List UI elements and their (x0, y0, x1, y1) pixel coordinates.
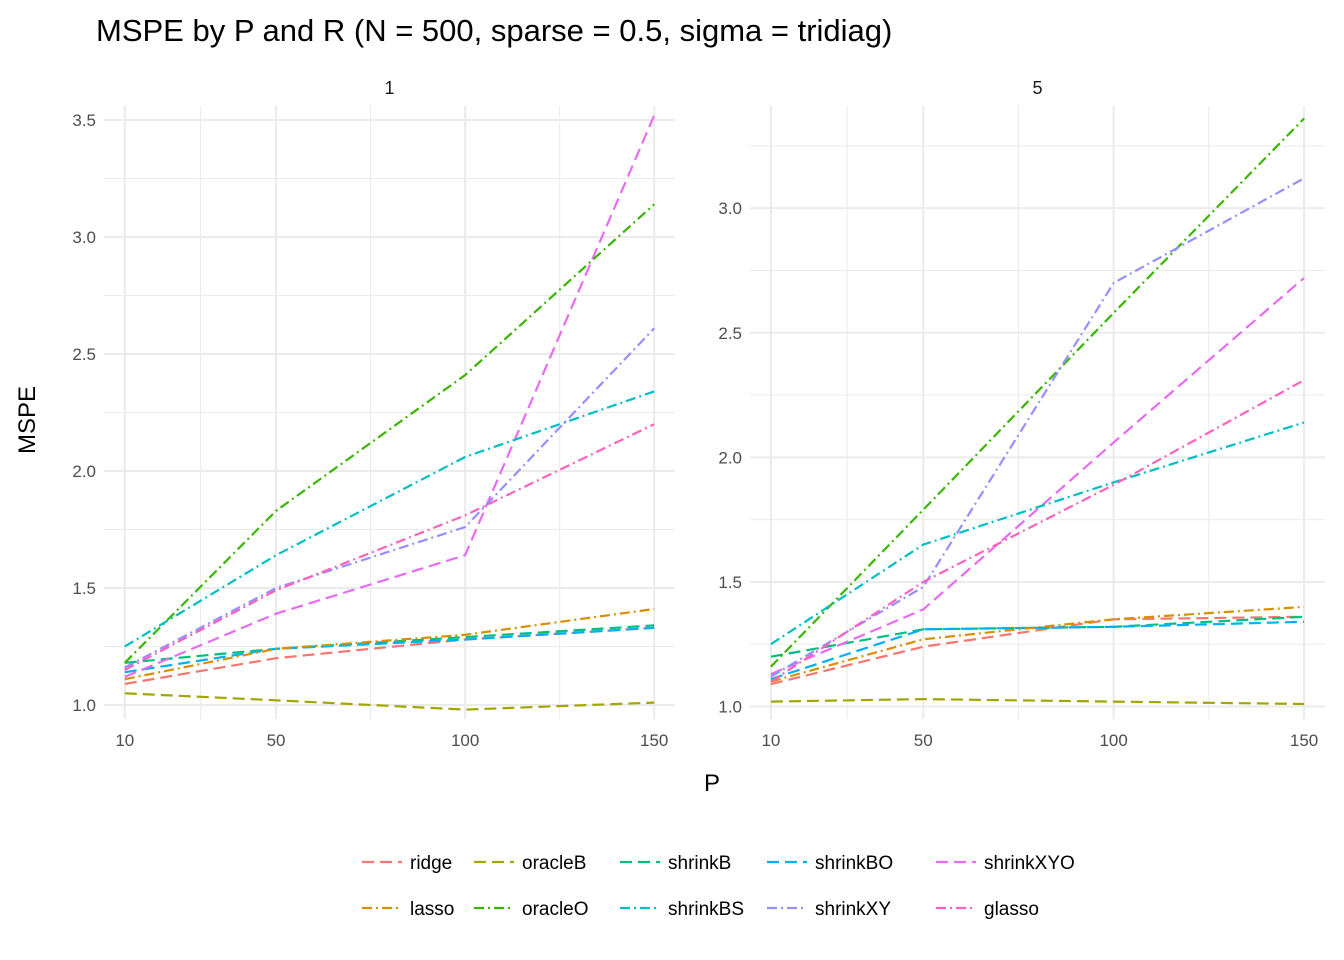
legend-item-oracleB: oracleB (474, 853, 586, 874)
series-line-oracleB (124, 692, 655, 711)
x-tick-label: 100 (451, 731, 479, 750)
series-line-shrinkXYO (770, 277, 1305, 676)
x-tick-label: 10 (761, 731, 780, 750)
series-line-shrinkB (770, 615, 1305, 658)
panel-5: 5 1.0 1.5 2.0 2.5 3.0 10 50 100 150 (718, 78, 1325, 750)
legend-item-oracleO: oracleO (474, 899, 589, 920)
x-tick-label: 150 (1290, 731, 1318, 750)
series-line-shrinkBO (124, 626, 655, 674)
legend-label: oracleB (522, 853, 586, 874)
x-tick-label: 150 (640, 731, 668, 750)
series-line-glasso (124, 423, 655, 671)
series-line-oracleO (124, 203, 655, 664)
series-line-shrinkXY (124, 327, 655, 669)
legend: ridge oracleB shrinkB shrinkBO shrinkXYO lass… (362, 853, 1075, 920)
legend-label: shrinkBO (815, 853, 893, 874)
y-tick-label: 2.5 (72, 345, 96, 364)
legend-item-shrinkB: shrinkB (620, 853, 731, 874)
legend-item-shrinkBS: shrinkBS (620, 899, 744, 920)
series-line-lasso (124, 607, 655, 681)
x-tick-label: 50 (267, 731, 286, 750)
y-tick-label: 1.5 (718, 573, 742, 592)
legend-label: ridge (410, 853, 452, 874)
series-line-shrinkBS (770, 421, 1305, 646)
legend-label: shrinkXYO (984, 853, 1075, 874)
legend-label: shrinkXY (815, 899, 891, 920)
y-tick-label: 2.0 (718, 448, 742, 467)
series-line-glasso (770, 379, 1305, 683)
legend-label: shrinkBS (668, 899, 744, 920)
y-tick-label: 3.5 (72, 111, 96, 130)
y-tick-label: 1.0 (72, 696, 96, 715)
panel-strip-label: 1 (384, 78, 394, 98)
x-tick-label: 50 (914, 731, 933, 750)
series-line-shrinkBS (124, 390, 655, 648)
series-line-ridge (770, 615, 1305, 686)
series-line-shrinkB (124, 624, 655, 664)
y-tick-label: 2.5 (718, 324, 742, 343)
legend-item-shrinkBO: shrinkBO (767, 853, 893, 874)
series-line-shrinkXYO (124, 114, 656, 678)
series-line-oracleB (770, 697, 1305, 706)
x-tick-label: 10 (115, 731, 134, 750)
legend-label: glasso (984, 899, 1039, 920)
y-tick-label: 1.5 (72, 579, 96, 598)
panel-1: 1 1.0 1.5 2.0 2.5 3.0 3.5 10 50 100 150 (72, 78, 675, 750)
legend-item-lasso: lasso (362, 899, 454, 920)
y-tick-label: 3.0 (72, 228, 96, 247)
chart-panels: 1 1.0 1.5 2.0 2.5 3.0 3.5 10 50 100 150 5 1.0 1.5 2.0 2… (72, 78, 1325, 750)
series-line-shrinkXY (770, 177, 1305, 678)
y-tick-label: 2.0 (72, 462, 96, 481)
panel-strip-label: 5 (1032, 78, 1042, 98)
x-axis-title: P (704, 770, 720, 797)
x-tick-label: 100 (1099, 731, 1127, 750)
chart-title: MSPE by P and R (N = 500, sparse = 0.5, … (96, 13, 892, 48)
legend-label: lasso (410, 899, 454, 920)
legend-item-glasso: glasso (936, 899, 1039, 920)
y-axis-title: MSPE (14, 386, 41, 454)
legend-label: shrinkB (668, 853, 731, 874)
series-line-lasso (770, 605, 1305, 683)
series-line-shrinkBO (770, 620, 1305, 681)
legend-item-shrinkXYO: shrinkXYO (936, 853, 1075, 874)
series-line-oracleO (770, 117, 1305, 668)
legend-label: oracleO (522, 899, 589, 920)
legend-item-ridge: ridge (362, 853, 452, 874)
legend-item-shrinkXY: shrinkXY (767, 899, 891, 920)
y-tick-label: 1.0 (718, 698, 742, 717)
y-tick-label: 3.0 (718, 199, 742, 218)
